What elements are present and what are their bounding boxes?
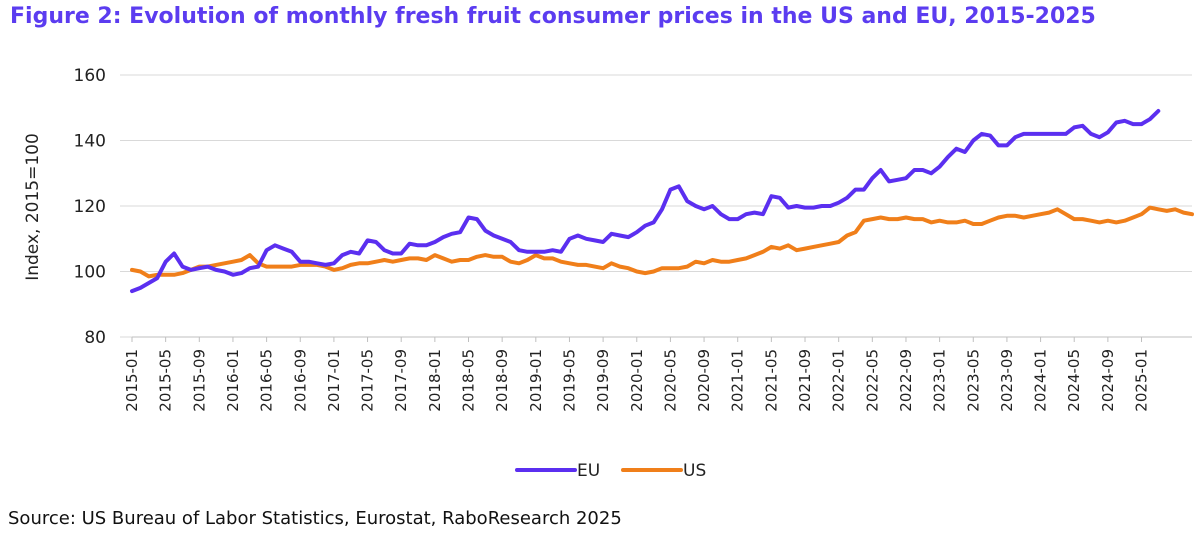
x-tick-label: 2016-05 <box>258 349 276 412</box>
x-tick-label: 2019-09 <box>594 349 612 412</box>
x-tick-label: 2022-05 <box>863 349 881 412</box>
x-tick-label: 2019-05 <box>560 349 578 412</box>
x-tick-label: 2018-05 <box>460 349 478 412</box>
x-tick-label: 2021-09 <box>796 349 814 412</box>
y-tick-label: 80 <box>84 328 106 348</box>
chart-title: Figure 2: Evolution of monthly fresh fru… <box>10 4 1096 29</box>
y-tick-label: 140 <box>74 132 106 152</box>
y-tick-label: 100 <box>74 263 106 283</box>
x-tick-label: 2017-09 <box>392 349 410 412</box>
x-tick-label: 2015-05 <box>157 349 175 412</box>
x-tick-label: 2022-09 <box>897 349 915 412</box>
legend: EU US <box>515 461 706 481</box>
x-tick-label: 2017-01 <box>325 349 343 412</box>
x-tick-label: 2023-09 <box>998 349 1016 412</box>
source-note: Source: US Bureau of Labor Statistics, E… <box>8 508 622 529</box>
x-tick-label: 2020-05 <box>661 349 679 412</box>
x-tick-label: 2018-01 <box>426 349 444 412</box>
series-line-us <box>130 205 1194 279</box>
x-tick-labels: 2015-01 2015-05 2015-09 2016-01 2016-05 2016-… <box>123 349 1151 412</box>
x-tick-label: 2024-09 <box>1099 349 1117 412</box>
y-tick-label: 120 <box>74 197 106 217</box>
x-tick-label: 2018-09 <box>493 349 511 412</box>
x-tick-label: 2024-05 <box>1065 349 1083 412</box>
x-tick-label: 2024-01 <box>1032 349 1050 412</box>
x-tick-label: 2016-09 <box>291 349 309 412</box>
legend-label-eu: EU <box>577 461 600 481</box>
x-tick-label: 2021-05 <box>762 349 780 412</box>
x-tick-label: 2017-05 <box>359 349 377 412</box>
gridlines <box>120 74 1192 342</box>
legend-label-us: US <box>683 461 706 481</box>
y-axis-label: Index, 2015=100 <box>23 133 43 281</box>
x-tick-label: 2021-01 <box>729 349 747 412</box>
x-tick-label: 2020-09 <box>695 349 713 412</box>
y-tick-labels: 80 100 120 140 160 <box>74 66 106 348</box>
x-tick-label: 2023-05 <box>964 349 982 412</box>
x-tick-label: 2015-09 <box>190 349 208 412</box>
x-tick-label: 2015-01 <box>123 349 141 412</box>
x-tick-label: 2016-01 <box>224 349 242 412</box>
x-tick-label: 2025-01 <box>1133 349 1151 412</box>
x-tick-label: 2023-01 <box>931 349 949 412</box>
series-lines <box>130 109 1194 294</box>
x-tick-label: 2022-01 <box>830 349 848 412</box>
x-tick-label: 2020-01 <box>628 349 646 412</box>
series-line-eu <box>130 109 1161 294</box>
x-tick-label: 2019-01 <box>527 349 545 412</box>
y-tick-label: 160 <box>74 66 106 86</box>
